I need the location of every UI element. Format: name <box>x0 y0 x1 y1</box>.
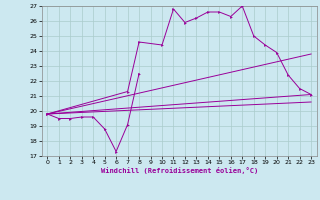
X-axis label: Windchill (Refroidissement éolien,°C): Windchill (Refroidissement éolien,°C) <box>100 167 258 174</box>
